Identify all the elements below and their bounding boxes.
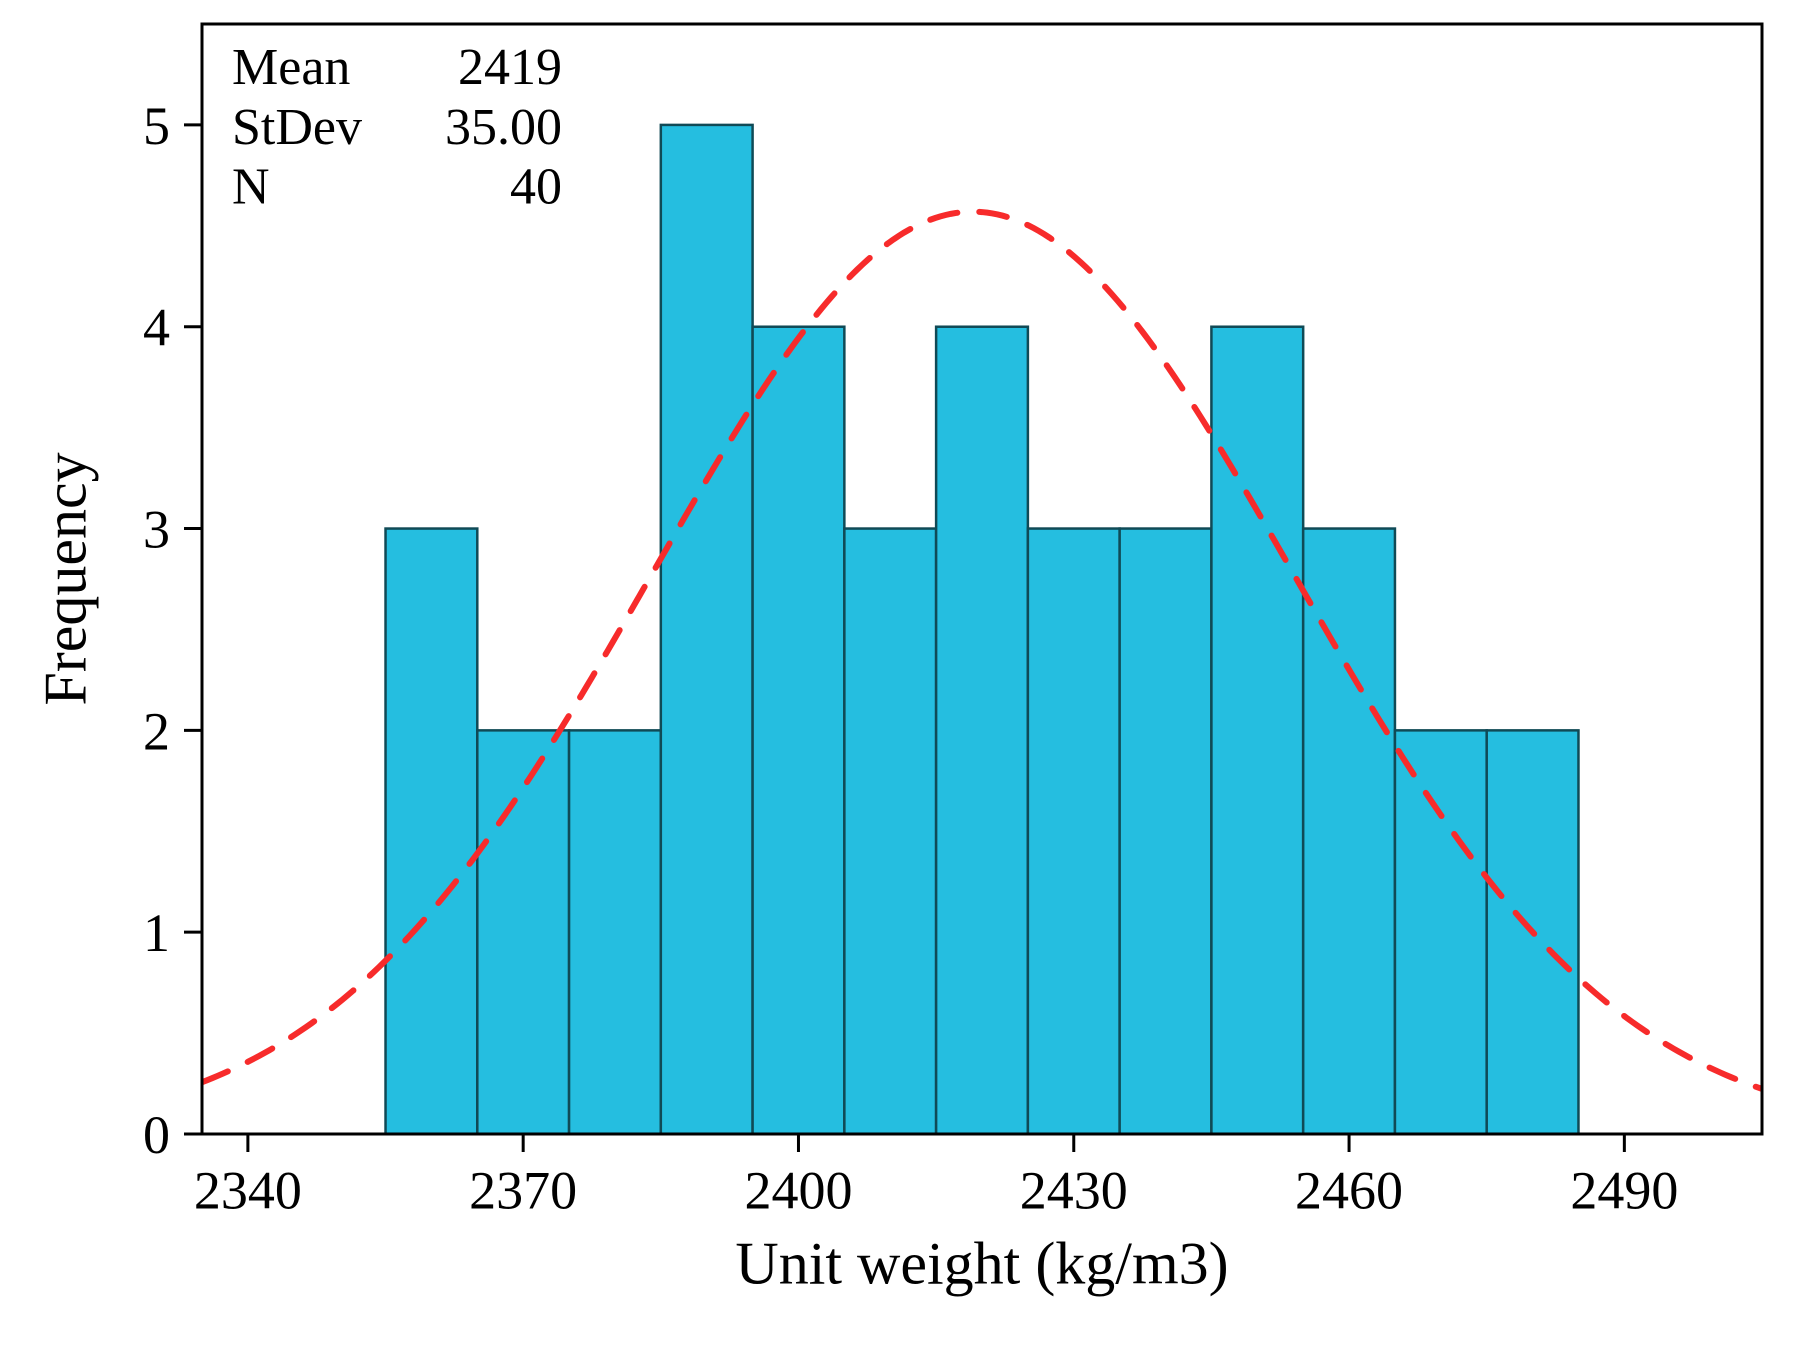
y-tick-label: 3: [143, 499, 170, 559]
y-tick-label: 0: [143, 1105, 170, 1165]
y-tick-label: 1: [143, 903, 170, 963]
histogram-bar: [661, 125, 753, 1134]
y-tick-label: 4: [143, 298, 170, 358]
histogram-chart: 2340 2370 2400 2430 2460 2490 0 1 2 3 4 5 Unit weigh…: [0, 0, 1805, 1345]
stat-value: 40: [510, 159, 562, 216]
stat-value: 2419: [458, 39, 562, 96]
x-tick-label: 2340: [194, 1161, 302, 1221]
x-tick-label: 2460: [1295, 1161, 1403, 1221]
stat-value: 35.00: [445, 99, 562, 156]
x-tick-label: 2370: [469, 1161, 577, 1221]
histogram-bar: [569, 730, 661, 1134]
histogram-bar: [1303, 529, 1395, 1134]
x-axis-label: Unit weight (kg/m3): [735, 1231, 1228, 1297]
histogram-bar: [477, 730, 569, 1134]
x-tick-label: 2490: [1570, 1161, 1678, 1221]
histogram-bar: [1120, 529, 1212, 1134]
histogram-bar: [386, 529, 478, 1134]
histogram-bar: [1211, 327, 1303, 1134]
y-tick-label: 2: [143, 701, 170, 761]
stat-label: StDev: [232, 99, 362, 156]
stat-label: Mean: [232, 39, 350, 96]
histogram-bar: [1028, 529, 1120, 1134]
stat-label: N: [232, 159, 270, 216]
histogram-bar: [753, 327, 845, 1134]
histogram-bar: [1395, 730, 1487, 1134]
histogram-bar: [844, 529, 936, 1134]
x-tick-label: 2430: [1020, 1161, 1128, 1221]
y-tick-label: 5: [143, 96, 170, 156]
histogram-bar: [936, 327, 1028, 1134]
x-tick-label: 2400: [744, 1161, 852, 1221]
y-axis-label: Frequency: [32, 452, 98, 705]
chart-container: 2340 2370 2400 2430 2460 2490 0 1 2 3 4 5 Unit weigh…: [0, 0, 1805, 1345]
